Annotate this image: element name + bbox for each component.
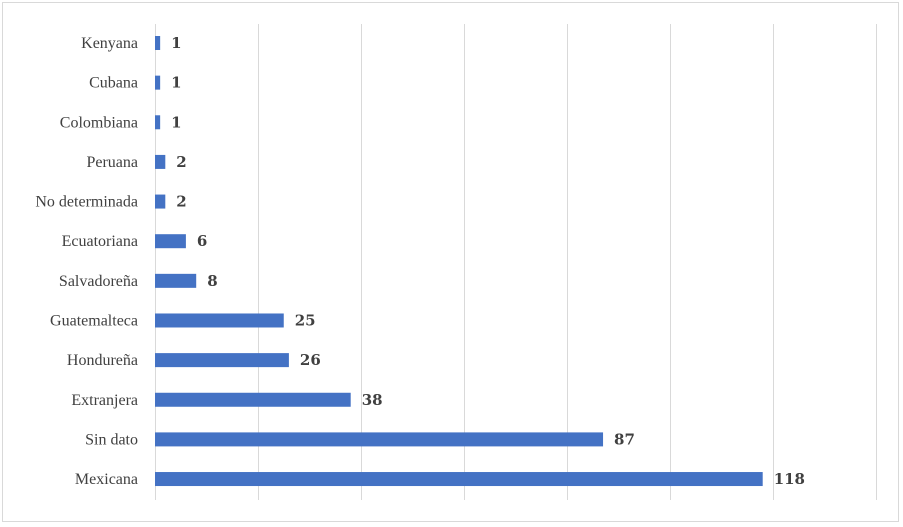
bars [155,36,763,487]
value-label-1: 1 [171,74,181,92]
category-label-5: Ecuatoriana [62,233,138,250]
gridlines [155,24,877,500]
bar-2 [155,115,161,130]
bar-4 [155,194,166,209]
bar-0 [155,36,161,50]
bar-11 [155,472,763,487]
bar-6 [155,273,197,288]
value-label-2: 1 [171,113,181,131]
value-label-4: 2 [176,193,186,211]
category-label-8: Hondureña [67,352,138,369]
category-label-1: Cubana [89,75,138,92]
category-labels: Kenyana Cubana Colombiana Peruana No determi… [35,35,138,488]
bar-10 [155,432,604,447]
category-label-10: Sin dato [85,431,138,448]
category-label-3: Peruana [86,154,138,171]
bar-1 [155,75,161,90]
value-label-8: 26 [300,351,321,369]
value-label-9: 38 [362,391,383,409]
value-label-3: 2 [176,153,186,171]
bar-5 [155,234,186,249]
value-label-10: 87 [614,430,635,448]
bar-7 [155,313,284,328]
bar-3 [155,154,166,169]
category-label-9: Extranjera [71,392,138,409]
bar-8 [155,353,289,368]
value-label-11: 118 [774,470,805,488]
category-label-2: Colombiana [60,114,138,131]
category-label-11: Mexicana [75,471,138,488]
value-label-5: 6 [197,232,207,250]
bar-9 [155,392,351,407]
category-label-7: Guatemalteca [50,312,138,329]
category-label-6: Salvadoreña [59,273,138,290]
value-label-6: 8 [207,272,217,290]
value-label-7: 25 [295,311,316,329]
category-label-4: No determinada [35,194,138,211]
value-label-0: 1 [171,34,181,52]
category-label-0: Kenyana [81,35,138,52]
